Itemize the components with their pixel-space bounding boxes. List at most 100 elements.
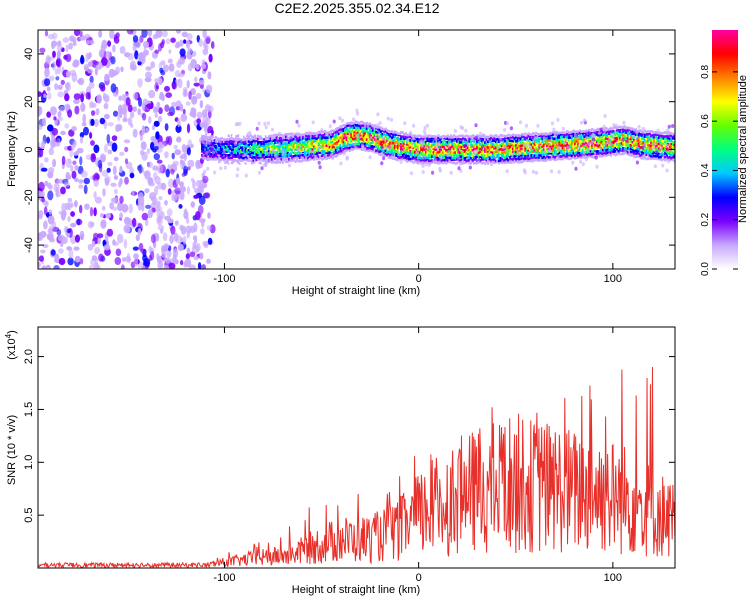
spectrogram-ridge-cell — [314, 137, 317, 140]
spectrogram-ridge-cell — [221, 134, 224, 137]
spectrogram-noise-cell — [74, 105, 80, 115]
spectrogram-noise-cell — [148, 254, 153, 262]
spectrogram-ridge-cell — [491, 139, 494, 143]
spectrogram-ridge-cell — [235, 150, 238, 153]
spectrogram-ridge-cell — [594, 151, 597, 155]
spectrogram-noise-cell — [38, 91, 42, 97]
spectrogram-noise-cell — [90, 140, 95, 146]
spectrogram-ridge-cell — [286, 154, 289, 158]
snr-mult-exp: 4 — [4, 333, 13, 338]
spectrogram-halo-cell — [409, 171, 414, 176]
spectrogram-ridge-cell — [564, 148, 567, 152]
spectrogram-ridge-cell — [665, 132, 668, 135]
spectrogram-ridge-cell — [368, 133, 372, 136]
spectrogram-ridge-cell — [561, 141, 564, 144]
spectrogram-ridge-cell — [628, 126, 631, 130]
spectrogram-ridge-cell — [555, 142, 558, 145]
spectrogram-ridge-cell — [530, 148, 533, 151]
spectrogram-ridge-cell — [553, 137, 557, 141]
spectrogram-ridge-cell — [370, 130, 373, 134]
spectrogram-ridge-cell — [491, 143, 494, 146]
spectrogram-ridge-cell — [368, 124, 372, 128]
spectrogram-ridge-cell — [365, 148, 369, 152]
spectrogram-ridge-cell — [527, 159, 530, 162]
spectrogram-noise-cell — [111, 70, 119, 76]
spectrogram-ridge-cell — [250, 148, 254, 151]
spectrogram-ridge-cell — [446, 137, 449, 141]
spectrogram-ridge-cell — [665, 150, 668, 154]
spectrogram-ridge-cell — [511, 133, 515, 137]
spectrogram-ridge-cell — [232, 159, 235, 162]
spectrogram-noise-cell — [74, 200, 78, 208]
spectrogram-noise-cell — [179, 186, 187, 193]
spectrogram-ridge-cell — [581, 138, 585, 141]
spectrogram-noise-cell — [90, 154, 97, 163]
spectrogram-ridge-cell — [269, 151, 272, 154]
spectrogram-halo-cell — [463, 143, 467, 148]
spectrogram-ridge-cell — [432, 151, 435, 154]
spectrogram-halo-cell — [602, 124, 606, 129]
spectrogram-halo-cell — [614, 123, 619, 128]
spectrogram-ridge-cell — [629, 135, 633, 139]
spectrogram-ridge-cell — [435, 148, 438, 151]
spectrogram-noise-cell — [188, 264, 196, 269]
spectrogram-ridge-cell — [445, 151, 448, 155]
spectrogram-ridge-cell — [208, 147, 212, 150]
spectrogram-ridge-cell — [426, 157, 429, 161]
spectrogram-ridge-cell — [454, 137, 457, 141]
spectrogram-ridge-cell — [538, 133, 541, 136]
spectrogram-ridge-cell — [303, 133, 306, 136]
spectrogram-ridge-cell — [664, 152, 667, 155]
spectrogram-ridge-cell — [283, 138, 286, 142]
spectrogram-ridge-cell — [546, 153, 549, 156]
spectrogram-noise-cell — [162, 30, 168, 38]
spectrogram-ridge-cell — [594, 136, 597, 140]
spectrogram-noise-cell — [132, 35, 139, 43]
spectrogram-ridge-cell — [247, 140, 250, 143]
spectrogram-ridge-cell — [359, 126, 362, 130]
spectrogram-ridge-cell — [600, 140, 603, 144]
spectrogram-ridge-cell — [395, 147, 398, 150]
spectrogram-ridge-cell — [218, 142, 221, 145]
spectrogram-ridge-cell — [306, 153, 310, 157]
spectrogram-ridge-cell — [372, 127, 375, 130]
spectrogram-ridge-cell — [333, 150, 336, 154]
colorbar-tick-label: 0.4 — [700, 163, 711, 177]
spectrogram-noise-cell — [162, 64, 170, 73]
spectrogram-ridge-cell — [497, 138, 501, 141]
spectrogram-noise-cell — [61, 202, 67, 212]
spectrogram-ridge-cell — [626, 134, 630, 138]
spectrogram-ridge-cell — [303, 137, 306, 140]
spectrogram-ridge-cell — [556, 150, 560, 154]
spectrogram-ridge-cell — [569, 143, 572, 146]
spectrogram-ridge-cell — [330, 140, 333, 144]
spectrogram-ridge-cell — [358, 141, 361, 145]
spectrogram-noise-cell — [110, 182, 117, 187]
spectrogram-ridge-cell — [423, 153, 426, 157]
spectrogram-noise-cell — [95, 108, 100, 116]
spectrogram-ridge-cell — [670, 139, 673, 142]
spectrogram-ridge-cell — [254, 156, 257, 159]
spectrogram-ridge-cell — [457, 145, 460, 148]
spectrogram-ridge-cell — [460, 143, 463, 146]
spectrogram-ridge-cell — [302, 155, 305, 159]
spectrogram-ridge-cell — [515, 154, 518, 157]
spectrogram-noise-cell — [195, 159, 201, 170]
spectrogram-halo-cell — [581, 162, 585, 167]
spectrogram-ridge-cell — [252, 151, 255, 155]
spectrogram-noise-cell — [38, 255, 44, 262]
spectrogram-noise-cell — [137, 52, 144, 63]
spectrogram-ridge-cell — [334, 155, 337, 158]
spectrogram-halo-cell — [549, 169, 554, 174]
spectrogram-ridge-cell — [353, 131, 356, 134]
spectrogram-ridge-cell — [519, 160, 522, 164]
spectrogram-ridge-cell — [292, 134, 296, 137]
spectrogram-ridge-cell — [278, 157, 282, 161]
spectrogram-ridge-cell — [345, 138, 348, 142]
spectrogram-noise-cell — [62, 37, 70, 43]
spectrogram-ridge-cell — [527, 152, 530, 155]
spectrogram-noise-cell — [156, 159, 163, 164]
spectrogram-ridge-cell — [466, 159, 470, 162]
snr-x-tick-label: 100 — [604, 572, 622, 584]
spectrogram-noise-cell — [51, 140, 56, 149]
